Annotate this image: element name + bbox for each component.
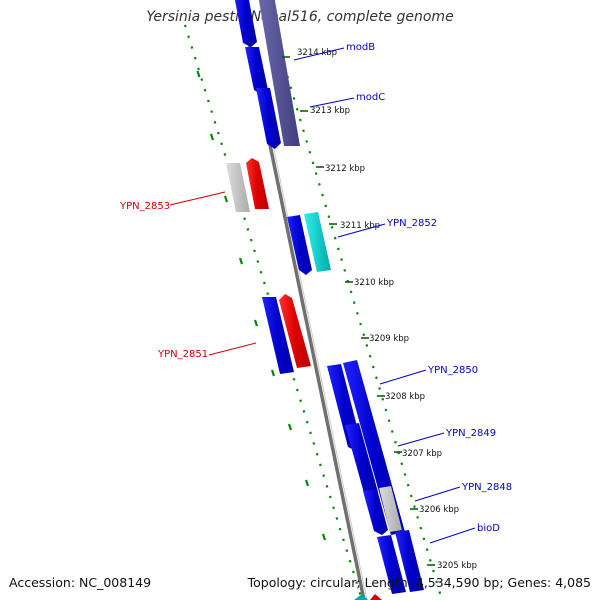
tick-label: 3207 kbp [402,449,442,459]
tick-label: 3205 kbp [437,561,477,571]
genome-stats-text: Topology: circular; Length: 4,534,590 bp… [247,575,591,590]
gene-feature-YPN_2852 [287,215,312,275]
gene-label-YPN_2852: YPN_2852 [386,218,437,229]
gene-label-modB: modB [346,42,375,53]
accession-text: Accession: NC_008149 [9,575,152,590]
leader-lines [169,47,476,544]
tick-label: 3214 kbp [297,48,337,58]
tick-label: 3206 kbp [419,505,459,515]
gene-label-YPN_2849: YPN_2849 [445,428,496,439]
tick-label: 3208 kbp [385,392,425,402]
gene-feature-YPN_2851 [279,294,311,368]
gene-feature-bottom-red [370,594,382,600]
gene-labels: modB modC YPN_2853 YPN_2852 YPN_2851 YPN… [119,42,512,534]
gene-feature-grey-2848 [379,486,402,532]
gene-feature-bottom-cyan [354,594,368,600]
map-title: Yersinia pestis Nepal516, complete genom… [146,9,454,25]
gene-label-YPN_2853: YPN_2853 [119,201,170,212]
tick-label: 3211 kbp [340,221,380,231]
gene-feature-YPN_2853 [246,158,269,209]
gene-label-modC: modC [356,92,385,103]
gene-feature-grey-2853 [226,163,250,212]
gene-label-YPN_2851: YPN_2851 [157,349,208,360]
gene-feature-blue-2851 [262,297,294,374]
tick-label: 3212 kbp [325,164,365,174]
tick-label: 3210 kbp [354,278,394,288]
gene-label-YPN_2848: YPN_2848 [461,482,512,493]
gene-feature-YPN_2849 [345,423,378,497]
gene-feature-top-blue [234,0,257,47]
tick-marks [282,56,435,566]
gene-label-YPN_2850: YPN_2850 [427,365,478,376]
gene-feature-modB [245,47,268,95]
gene-feature-bioD-right [395,530,424,592]
tick-label: 3213 kbp [310,106,350,116]
gene-label-bioD: bioD [477,523,500,534]
gene-feature-modC [256,88,281,149]
gene-feature-purple [258,0,300,146]
gene-feature-bioD [377,535,406,594]
outer-ring-dashes [196,70,327,541]
gene-feature-YPN_2848 [363,489,388,535]
gene-feature-cyan-2852 [304,212,331,272]
tick-labels: 3214 kbp 3213 kbp 3212 kbp 3211 kbp 3210… [297,48,477,571]
tick-label: 3209 kbp [369,334,409,344]
